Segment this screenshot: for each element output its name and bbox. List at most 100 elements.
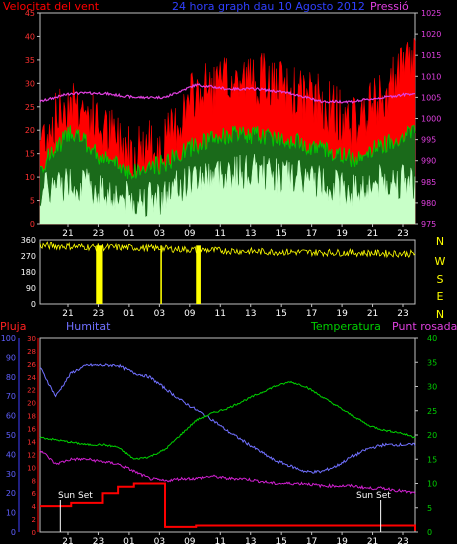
pressure-ytick-label: 1005	[421, 93, 441, 102]
wind-xtick-label: 21	[62, 229, 73, 239]
pressure-ytick-label: 980	[421, 199, 436, 208]
temp-xtick-label: 23	[397, 537, 408, 544]
pressure-ytick-label: 1025	[421, 9, 441, 18]
temp-ytick-label: 25	[427, 407, 437, 416]
rain-ytick-label: 28	[27, 348, 36, 356]
direction-xtick-label: 23	[93, 309, 104, 319]
direction-series	[39, 241, 416, 259]
direction-compass-label: S	[437, 273, 444, 286]
direction-compass-label: W	[435, 255, 446, 268]
temp-ytick-label: 10	[427, 480, 437, 489]
wind-ytick-label: 25	[25, 103, 35, 112]
wind-xtick-label: 19	[336, 229, 348, 239]
rain-ytick-label: 16	[27, 426, 36, 434]
direction-ytick-label: 360	[21, 236, 36, 245]
pressure-ytick-label: 995	[421, 136, 436, 145]
rain-ytick-label: 4	[32, 503, 37, 511]
humidity-ytick-label: 80	[6, 373, 16, 382]
wind-low-series	[39, 154, 416, 225]
humidity-ytick-label: 0	[11, 528, 16, 537]
temp-ytick-label: 35	[427, 358, 437, 367]
direction-xtick-label: 13	[245, 309, 256, 319]
legend-humidity: Humitat	[66, 320, 111, 333]
humidity-ytick-label: 10	[6, 509, 16, 518]
humidity-ytick-label: 30	[6, 470, 16, 479]
wind-xtick-label: 09	[184, 229, 196, 239]
wind-xtick-label: 23	[93, 229, 104, 239]
rain-ytick-label: 20	[27, 400, 36, 408]
pressure-ytick-label: 1020	[421, 30, 441, 39]
direction-compass-label: N	[436, 235, 444, 248]
temperature-series	[39, 380, 416, 460]
direction-xtick-label: 21	[367, 309, 378, 319]
temp-xtick-label: 19	[336, 537, 348, 544]
rain-ytick-label: 6	[32, 490, 37, 498]
temp-ytick-label: 30	[427, 383, 437, 392]
direction-ytick-label: 180	[21, 268, 36, 277]
temp-xtick-label: 13	[245, 537, 256, 544]
wind-xtick-label: 01	[123, 229, 134, 239]
rain-ytick-label: 18	[27, 413, 36, 421]
header-center-title: 24 hora graph dau 10 Agosto 2012	[172, 0, 365, 13]
legend-dewpoint: Punt rosada	[392, 320, 457, 333]
direction-xtick-label: 01	[123, 309, 134, 319]
direction-spike	[196, 245, 201, 304]
rain-ytick-label: 8	[32, 477, 36, 485]
sunset-label-1: Sun Set	[58, 491, 93, 501]
header-left-title: Velocitat del vent	[3, 0, 100, 13]
wind-xtick-label: 17	[306, 229, 317, 239]
wind-xtick-label: 23	[397, 229, 408, 239]
rain-ytick-label: 2	[32, 516, 36, 524]
temp-ytick-label: 0	[427, 528, 432, 537]
rain-ytick-label: 14	[27, 438, 36, 446]
rain-ytick-label: 30	[27, 335, 36, 343]
rain-ytick-label: 12	[27, 451, 36, 459]
pressure-ytick-label: 1010	[421, 72, 441, 81]
legend-temperature: Temperatura	[310, 320, 381, 333]
wind-ytick-label: 10	[25, 173, 35, 182]
rain-ytick-label: 0	[32, 529, 36, 537]
rain-ytick-label: 22	[27, 387, 36, 395]
direction-spike	[160, 245, 162, 304]
pressure-ytick-label: 985	[421, 178, 436, 187]
wind-xtick-label: 13	[245, 229, 256, 239]
temp-xtick-label: 23	[93, 537, 104, 544]
pressure-ytick-label: 1015	[421, 51, 441, 60]
direction-xtick-label: 19	[336, 309, 348, 319]
temp-xtick-label: 21	[367, 537, 378, 544]
pressure-ytick-label: 1000	[421, 115, 441, 124]
temp-xtick-label: 03	[154, 537, 165, 544]
header-right-title: Pressió	[370, 0, 409, 13]
direction-xtick-label: 03	[154, 309, 165, 319]
rain-ytick-label: 26	[27, 361, 36, 369]
humidity-ytick-label: 40	[6, 450, 16, 459]
humidity-ytick-label: 90	[6, 353, 16, 362]
wind-ytick-label: 15	[25, 150, 35, 159]
wind-ytick-label: 5	[30, 197, 35, 206]
temp-xtick-label: 15	[275, 537, 286, 544]
direction-xtick-label: 21	[62, 309, 73, 319]
direction-xtick-label: 17	[306, 309, 317, 319]
humidity-ytick-label: 70	[6, 392, 16, 401]
pressure-series	[39, 83, 416, 104]
wind-ytick-label: 45	[25, 9, 35, 18]
wind-ytick-label: 20	[25, 126, 35, 135]
wind-avg-series	[39, 124, 416, 180]
direction-panel-frame	[39, 239, 416, 305]
rain-ytick-label: 10	[27, 464, 36, 472]
wind-xtick-label: 15	[275, 229, 286, 239]
direction-spike	[96, 245, 103, 304]
direction-xtick-label: 23	[397, 309, 408, 319]
wind-ytick-label: 0	[30, 220, 35, 229]
wind-ytick-label: 40	[25, 32, 35, 41]
rain-series	[40, 482, 416, 531]
wind-xtick-label: 11	[215, 229, 226, 239]
wind-xtick-label: 03	[154, 229, 165, 239]
temp-ytick-label: 20	[427, 431, 437, 440]
temp-ytick-label: 40	[427, 334, 437, 343]
legend-rain: Pluja	[0, 320, 26, 333]
humidity-ytick-label: 60	[6, 412, 16, 421]
wind-ytick-label: 35	[25, 56, 35, 65]
